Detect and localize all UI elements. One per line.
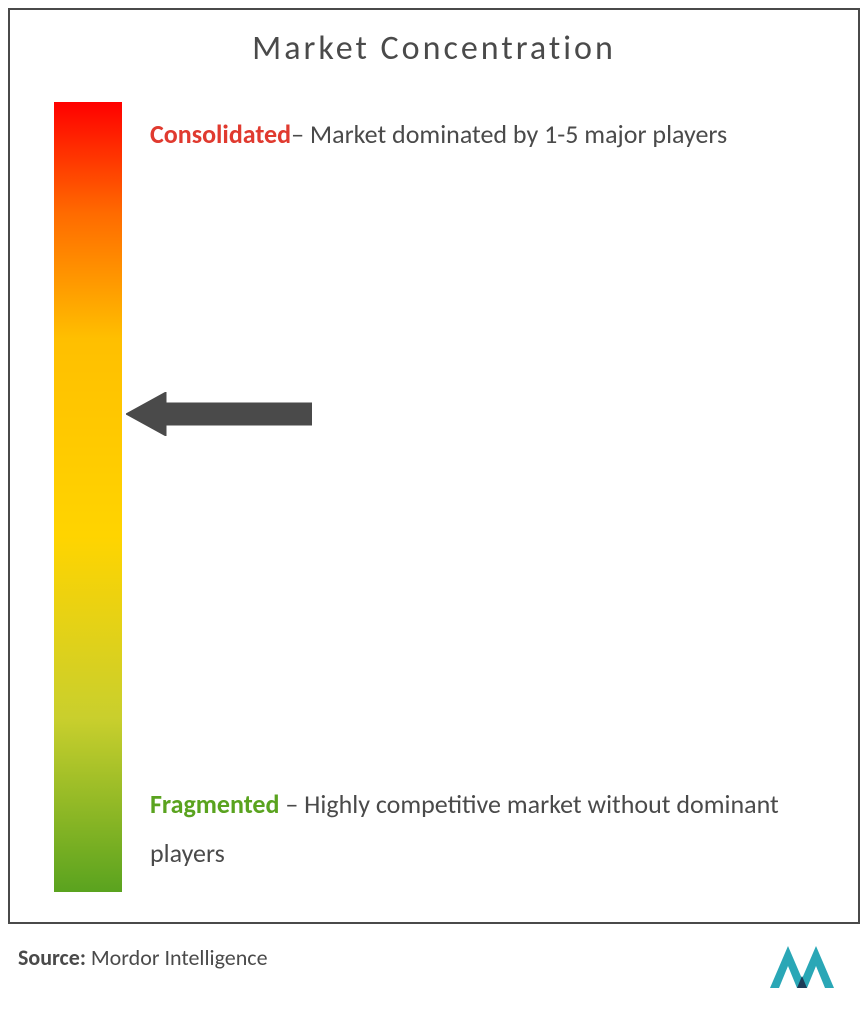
logo-icon (770, 938, 850, 994)
source-label: Source: (18, 944, 86, 971)
fragmented-label: Fragmented – Highly competitive market w… (150, 780, 828, 879)
arrow-icon (126, 392, 312, 436)
consolidated-keyword: Consolidated (150, 118, 291, 150)
chart-title: Market Concentration (10, 28, 858, 69)
fragmented-keyword: Fragmented (150, 788, 279, 820)
gradient-bar-svg (54, 102, 122, 892)
source-value: Mordor Intelligence (91, 944, 268, 971)
card-frame: Market Concentration Consolidated– Marke… (8, 8, 860, 924)
consolidated-desc: – Market dominated by 1-5 major players (291, 118, 727, 150)
consolidated-label: Consolidated– Market dominated by 1-5 ma… (150, 110, 828, 159)
source-line: Source: Mordor Intelligence (18, 944, 268, 971)
indicator-arrow (126, 392, 312, 436)
brand-logo (770, 938, 850, 994)
concentration-gradient-bar (54, 102, 122, 892)
